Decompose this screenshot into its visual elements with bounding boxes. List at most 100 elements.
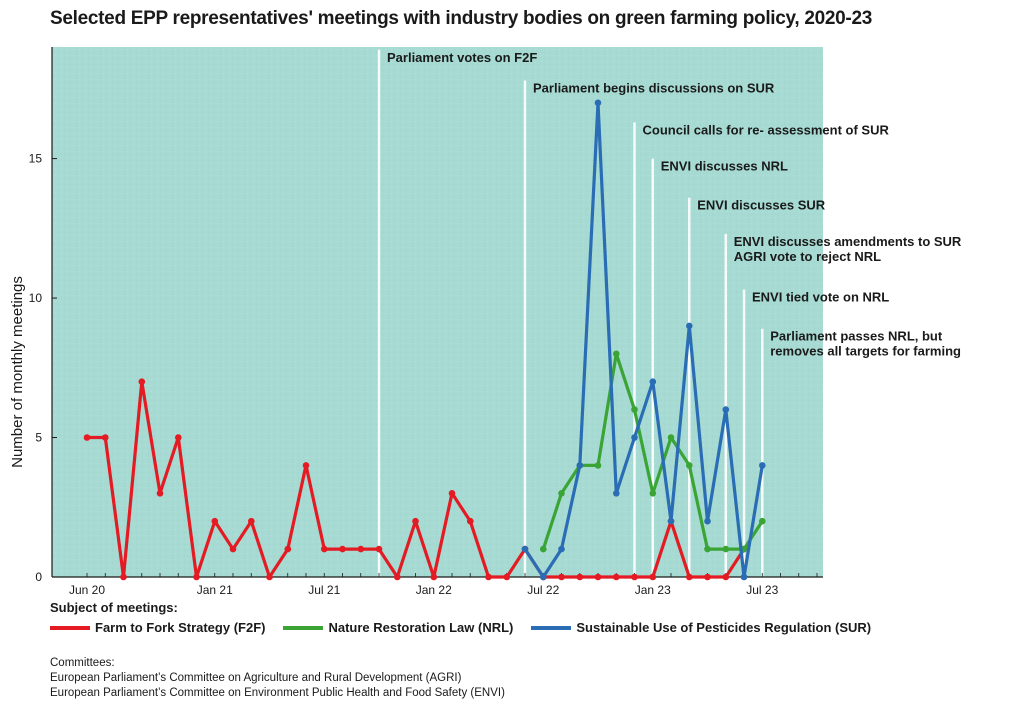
data-point [649, 573, 657, 581]
x-tick-label: Jul 23 [746, 583, 778, 597]
series-line [523, 101, 764, 579]
data-point [594, 99, 602, 107]
legend-label: Farm to Fork Strategy (F2F) [95, 620, 266, 635]
data-point [704, 573, 711, 581]
data-point [485, 573, 492, 581]
data-point [613, 350, 620, 358]
legend-item: Farm to Fork Strategy (F2F) [50, 620, 265, 635]
data-point [175, 434, 182, 441]
event-label: Parliament begins discussions on SUR [533, 80, 775, 95]
data-point [558, 545, 565, 553]
data-point [394, 573, 401, 581]
data-point [467, 517, 474, 525]
data-point [576, 462, 584, 469]
annotation-layer: Parliament votes on F2F Parliament begins… [377, 49, 962, 577]
x-tick-label: Jan 22 [416, 583, 452, 597]
data-point [576, 573, 584, 581]
data-point [740, 573, 748, 581]
legend-swatch [531, 625, 572, 630]
data-point [521, 545, 529, 553]
data-point [558, 490, 565, 497]
event-label: ENVI discusses SUR [697, 198, 825, 213]
data-point [211, 517, 219, 525]
data-point [357, 545, 365, 553]
data-point [448, 490, 456, 497]
event-label: removes all targets for farming [770, 344, 961, 359]
data-point [284, 545, 292, 553]
data-point [631, 406, 638, 413]
legend-swatch [50, 625, 90, 630]
data-point [229, 545, 237, 553]
data-point [704, 545, 711, 553]
data-point [722, 545, 730, 553]
data-point [722, 573, 730, 581]
data-point [266, 573, 273, 581]
data-point [339, 545, 346, 553]
data-point [193, 573, 200, 581]
legend-swatch [283, 625, 324, 630]
legend: Subject of meetings: Farm to Fork Strate… [50, 600, 881, 635]
chart-title: Selected EPP representatives' meetings w… [50, 8, 872, 29]
data-point [667, 517, 675, 525]
x-tick-label: Jan 21 [197, 583, 233, 597]
data-point [412, 517, 419, 525]
legend-item: Sustainable Use of Pesticides Regulation… [531, 620, 871, 635]
committee-agri: European Parliament’s Committee on Agric… [50, 672, 462, 684]
data-point [120, 573, 127, 581]
y-tick-label: 0 [35, 570, 42, 584]
x-tick-label: Jul 21 [308, 583, 340, 597]
data-point [594, 462, 602, 469]
data-point [686, 322, 693, 330]
legend-label: Sustainable Use of Pesticides Regulation… [576, 620, 872, 635]
event-label: AGRI vote to reject NRL [734, 249, 881, 264]
event-label: ENVI discusses amendments to SUR [734, 234, 962, 249]
series-layer [83, 99, 766, 581]
x-tick-label: Jul 22 [527, 583, 559, 597]
data-point [430, 573, 438, 581]
committees-note: Committees: European Parliament’s Commit… [50, 656, 505, 701]
data-point [759, 462, 766, 469]
data-point [375, 545, 383, 553]
y-tick-label: 5 [35, 431, 42, 445]
data-point [138, 378, 146, 386]
legend-label: Nature Restoration Law (NRL) [328, 620, 514, 635]
data-point [613, 573, 620, 581]
data-point [594, 573, 602, 581]
data-point [248, 517, 255, 525]
y-axis-label: Number of monthly meetings [9, 276, 26, 468]
data-point [631, 434, 638, 441]
data-point [686, 462, 693, 469]
data-point [302, 462, 310, 469]
data-point [540, 545, 547, 553]
data-point [503, 573, 511, 581]
data-point [649, 378, 657, 386]
event-label: ENVI discusses NRL [661, 159, 788, 174]
data-point [83, 434, 91, 441]
x-tick-label: Jan 23 [635, 583, 671, 597]
series-3 [521, 99, 766, 581]
data-point [321, 545, 328, 553]
data-point [631, 573, 638, 581]
y-tick-label: 10 [29, 291, 43, 305]
data-point [558, 573, 565, 581]
data-point [686, 573, 693, 581]
data-point [156, 490, 164, 497]
data-point [102, 434, 109, 441]
data-point [649, 490, 657, 497]
event-label: Parliament votes on F2F [387, 50, 537, 65]
line-chart: Parliament votes on F2F Parliament begins… [9, 47, 962, 597]
committees-heading: Committees: [50, 657, 115, 669]
data-point [759, 517, 766, 525]
y-tick-label: 15 [29, 152, 43, 166]
data-point [667, 434, 675, 441]
legend-item: Nature Restoration Law (NRL) [283, 620, 513, 635]
event-label: ENVI tied vote on NRL [752, 290, 889, 305]
event-label: Parliament passes NRL, but [770, 329, 943, 344]
data-point [540, 573, 547, 581]
legend-title: Subject of meetings: [50, 600, 178, 615]
legend-row: Farm to Fork Strategy (F2F) Nature Restor… [50, 620, 881, 635]
data-point [613, 490, 620, 497]
data-point [704, 517, 711, 525]
x-tick-label: Jun 20 [69, 583, 105, 597]
data-point [722, 406, 730, 413]
